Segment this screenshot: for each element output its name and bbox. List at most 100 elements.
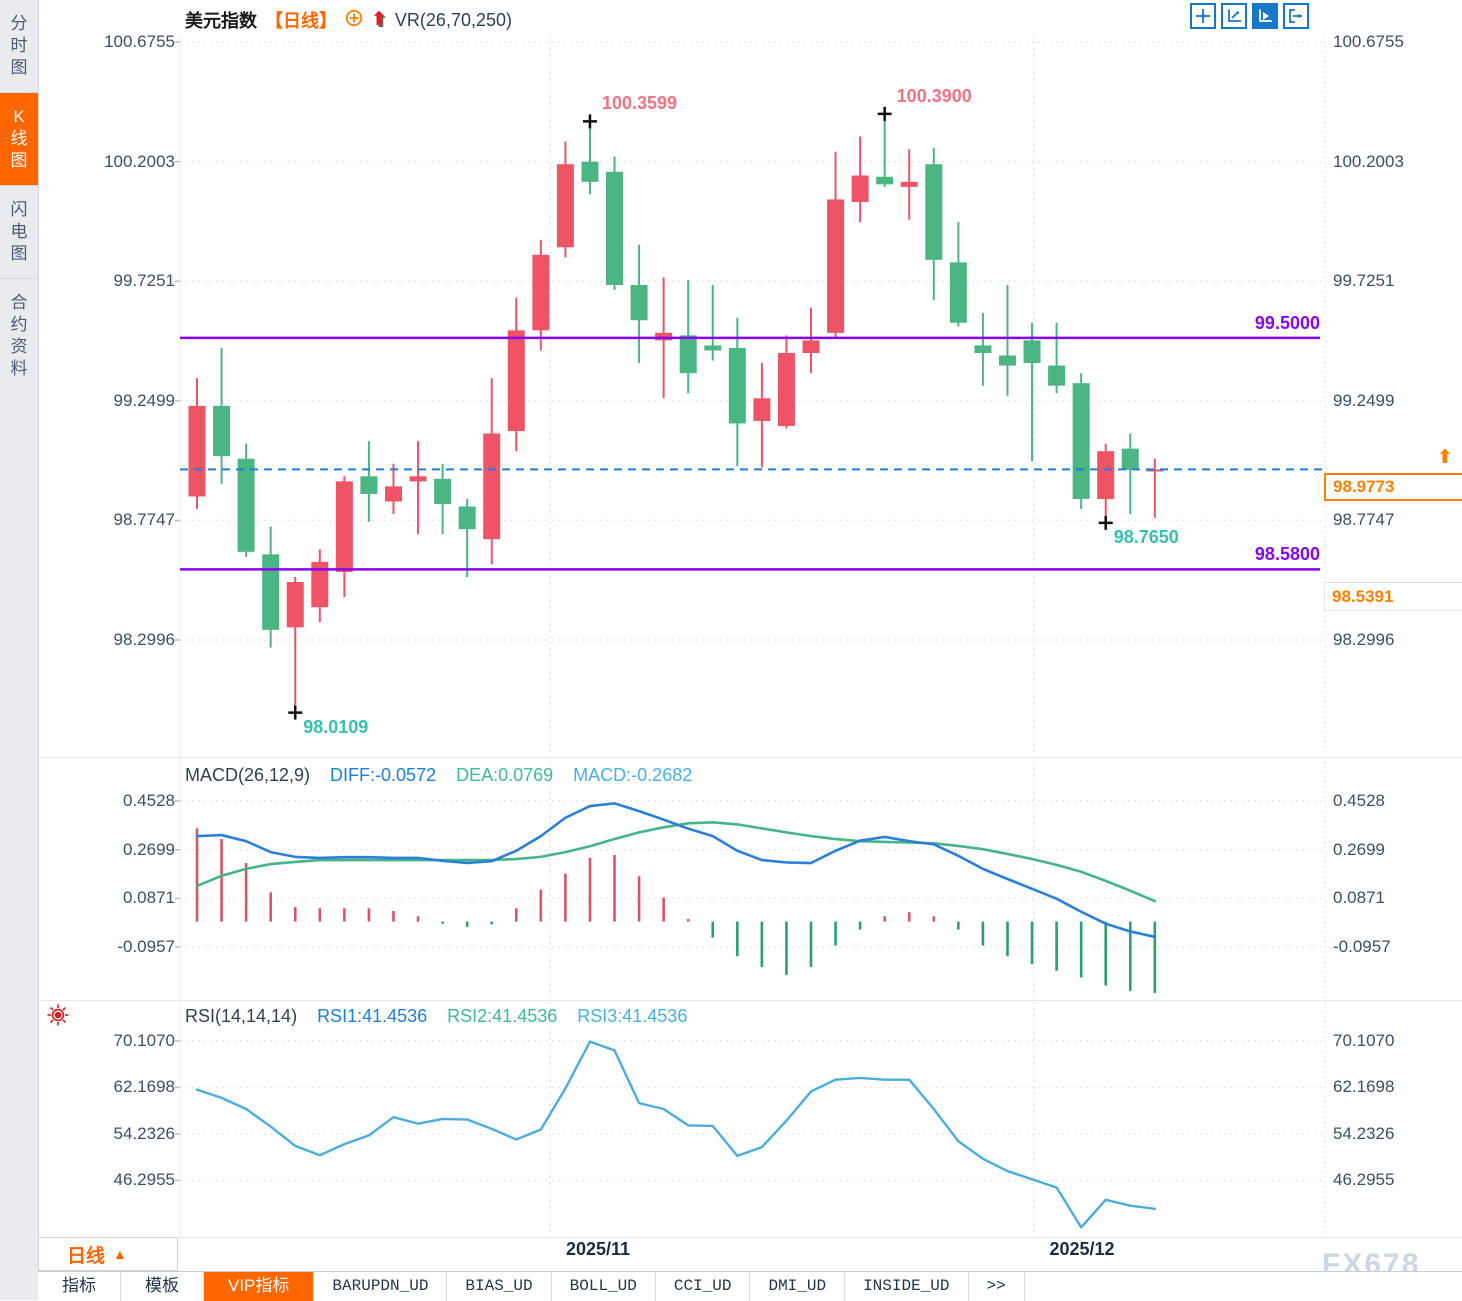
candle (606, 156, 624, 291)
candle (1072, 373, 1090, 510)
rsi-header: RSI(14,14,14) RSI1:41.4536 RSI2:41.4536 … (185, 1006, 687, 1027)
rsi2-value: RSI2:41.4536 (447, 1006, 558, 1026)
axis-tick-label: 0.0871 (1333, 888, 1385, 908)
macd-diff-value: DIFF:-0.0572 (330, 765, 437, 785)
tab-BOLL_UD[interactable]: BOLL_UD (551, 1272, 656, 1301)
candle (704, 285, 722, 361)
candle (1121, 433, 1139, 515)
axis-tick-label: 70.1070 (113, 1031, 175, 1050)
symbol-title: 美元指数 (185, 11, 257, 31)
x-axis-month-label: 2025/12 (1049, 1239, 1115, 1259)
candle (188, 378, 206, 510)
tab-BARUPDN_UD[interactable]: BARUPDN_UD (314, 1272, 448, 1301)
rsi-title: RSI(14,14,14) (185, 1006, 298, 1026)
marker-layer (288, 106, 1113, 720)
indicator-layer (195, 802, 1157, 1229)
tab-指标[interactable]: 指标 (38, 1272, 121, 1301)
axis-tick-label: 99.2499 (113, 390, 175, 410)
extreme-price-label: 98.7650 (1113, 526, 1179, 547)
auto-follow-icon[interactable] (1252, 3, 1278, 29)
candle (507, 297, 525, 452)
axis-tick-label: -0.0957 (1333, 937, 1391, 957)
candle (728, 317, 746, 467)
candle (1097, 443, 1115, 523)
axis-tick-label: -0.0957 (117, 937, 175, 957)
bottom-tab-bar: 指标 模板 VIP指标 BARUPDN_UD BIAS_UD BOLL_UD CCI_UD D… (38, 1271, 1462, 1301)
tab-BIAS_UD[interactable]: BIAS_UD (447, 1272, 552, 1301)
reference-lines-layer (180, 336, 1325, 571)
candle (483, 378, 501, 565)
x-axis-month-label: 2025/11 (565, 1239, 631, 1259)
candle (1146, 458, 1164, 518)
tab-模板[interactable]: 模板 (121, 1272, 204, 1301)
alert-blink-icon (47, 1004, 69, 1026)
tab-CCI_UD[interactable]: CCI_UD (655, 1272, 751, 1301)
toolbar (1190, 3, 1309, 29)
macd-header: MACD(26,12,9) DIFF:-0.0572 DEA:0.0769 MA… (185, 765, 692, 786)
secondary-price-tag: 98.5391 (1324, 581, 1462, 611)
level-line-label: 99.5000 (1254, 312, 1320, 333)
candle (630, 244, 648, 364)
panel-separator (39, 1237, 1462, 1238)
chart-header: 美元指数 【日线】 ⬆ VR(26,70,250) (185, 7, 512, 33)
candle (1023, 322, 1041, 462)
gridlines-layer (175, 36, 1326, 1237)
sidebar-item-4[interactable]: 合约资料 (10, 293, 28, 378)
candle (434, 463, 452, 535)
axis-tick-label: 99.7251 (1333, 271, 1395, 291)
tab-INSIDE_UD[interactable]: INSIDE_UD (845, 1272, 969, 1301)
tab->>[interactable]: >> (968, 1272, 1025, 1301)
period-dropdown-button[interactable]: 日线 ▲ (38, 1237, 178, 1271)
price-up-arrow-icon: ⬆ (1437, 447, 1453, 468)
axis-scale-icon[interactable] (1221, 3, 1247, 29)
rsi1-value: RSI1:41.4536 (317, 1006, 428, 1026)
axis-tick-label: 46.2955 (113, 1170, 175, 1190)
up-arrow-icon: ⬆ (371, 9, 387, 30)
sidebar-separator (0, 185, 38, 186)
candle (213, 347, 231, 484)
sidebar-item-1[interactable]: 分时图 (10, 14, 28, 77)
macd-title: MACD(26,12,9) (185, 765, 311, 785)
axis-tick-label: 0.4528 (123, 791, 175, 811)
tab-VIP指标[interactable]: VIP指标 (204, 1272, 315, 1301)
axis-tick-label: 98.2996 (1333, 630, 1395, 649)
axis-tick-label: 62.1698 (1333, 1077, 1395, 1097)
axis-tick-label: 62.1698 (113, 1077, 175, 1097)
candle (409, 441, 427, 535)
axis-tick-label: 0.4528 (1333, 791, 1385, 811)
candle (974, 312, 992, 386)
candle (876, 113, 894, 187)
candle (802, 307, 820, 374)
axis-tick-label: 98.7747 (1333, 510, 1395, 530)
candle (925, 147, 943, 301)
sidebar-separator (0, 92, 38, 93)
sidebar-separator (0, 278, 38, 279)
axis-tick-label: 54.2326 (113, 1123, 175, 1143)
candle (949, 222, 967, 327)
axis-tick-label: 100.6755 (104, 32, 175, 51)
macd-dea-value: DEA:0.0769 (456, 765, 554, 785)
tab-DMI_UD[interactable]: DMI_UD (750, 1272, 846, 1301)
candle (384, 463, 402, 515)
axis-tick-label: 99.7251 (113, 271, 175, 291)
add-indicator-icon[interactable] (345, 9, 363, 32)
extreme-price-label: 100.3900 (896, 85, 972, 106)
candle (458, 498, 476, 577)
exit-right-icon[interactable] (1283, 3, 1309, 29)
extreme-price-label: 100.3599 (601, 93, 678, 114)
candle (900, 149, 918, 220)
candle (360, 441, 378, 522)
sidebar-item-3[interactable]: 闪电图 (10, 200, 28, 263)
crosshair-pan-icon[interactable] (1190, 3, 1216, 29)
axis-tick-label: 0.2699 (123, 839, 175, 859)
axis-tick-label: 0.2699 (1333, 839, 1385, 859)
period-tag: 【日线】 (265, 11, 337, 31)
axis-tick-label: 46.2955 (1333, 1170, 1395, 1190)
candle (286, 576, 304, 713)
axis-tick-label: 99.2499 (1333, 390, 1395, 410)
axis-tick-label: 98.2996 (113, 630, 175, 649)
axis-tick-label: 100.6755 (1333, 32, 1404, 51)
